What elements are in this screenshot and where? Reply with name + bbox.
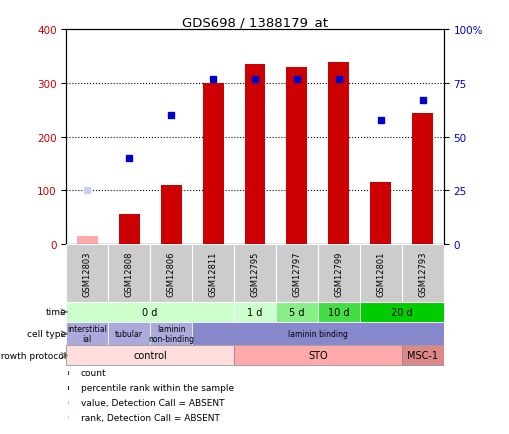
Bar <box>401 345 443 365</box>
Bar <box>66 244 108 302</box>
Text: GSM12801: GSM12801 <box>376 250 384 296</box>
Text: GSM12808: GSM12808 <box>125 250 133 296</box>
Text: control: control <box>133 351 167 361</box>
Bar <box>192 244 234 302</box>
Bar <box>275 244 317 302</box>
Bar <box>275 302 317 322</box>
Text: growth protocol: growth protocol <box>0 351 66 360</box>
Title: GDS698 / 1388179_at: GDS698 / 1388179_at <box>182 16 327 29</box>
Text: time: time <box>46 308 66 317</box>
Bar <box>359 244 401 302</box>
Text: cell type: cell type <box>27 329 66 339</box>
Text: laminin
non-binding: laminin non-binding <box>148 324 194 344</box>
Bar <box>68 386 69 390</box>
Text: GSM12811: GSM12811 <box>208 250 217 296</box>
Text: tubular: tubular <box>115 329 143 339</box>
Bar <box>411 113 432 244</box>
Bar <box>359 302 443 322</box>
Text: GSM12793: GSM12793 <box>417 250 427 296</box>
Text: GSM12797: GSM12797 <box>292 250 301 296</box>
Text: 1 d: 1 d <box>247 307 262 317</box>
Bar <box>150 244 192 302</box>
Bar <box>119 215 139 244</box>
Text: GSM12799: GSM12799 <box>334 250 343 296</box>
Bar <box>68 416 69 420</box>
Text: laminin binding: laminin binding <box>288 329 347 339</box>
Bar <box>150 322 192 345</box>
Bar <box>66 322 108 345</box>
Text: 10 d: 10 d <box>327 307 349 317</box>
Text: 5 d: 5 d <box>289 307 304 317</box>
Bar <box>77 236 98 244</box>
Text: GSM12795: GSM12795 <box>250 250 259 296</box>
Text: STO: STO <box>307 351 327 361</box>
Bar <box>68 401 69 404</box>
Text: GSM12806: GSM12806 <box>166 250 175 296</box>
Bar <box>66 302 234 322</box>
Text: value, Detection Call = ABSENT: value, Detection Call = ABSENT <box>81 398 224 408</box>
Bar <box>328 62 349 244</box>
Bar <box>202 84 223 244</box>
Text: GSM12803: GSM12803 <box>82 250 92 296</box>
Bar <box>66 345 234 365</box>
Text: 0 d: 0 d <box>142 307 158 317</box>
Bar <box>244 65 265 244</box>
Bar <box>234 244 275 302</box>
Bar <box>317 302 359 322</box>
Bar <box>192 322 443 345</box>
Text: MSC-1: MSC-1 <box>406 351 437 361</box>
Text: rank, Detection Call = ABSENT: rank, Detection Call = ABSENT <box>81 413 219 422</box>
Bar <box>317 244 359 302</box>
Bar <box>108 244 150 302</box>
Bar <box>68 372 69 375</box>
Text: count: count <box>81 368 106 378</box>
Bar <box>401 244 443 302</box>
Bar <box>160 185 181 244</box>
Bar <box>234 302 275 322</box>
Text: interstitial
ial: interstitial ial <box>67 324 107 344</box>
Text: percentile rank within the sample: percentile rank within the sample <box>81 384 234 392</box>
Text: 20 d: 20 d <box>390 307 412 317</box>
Bar <box>286 68 307 244</box>
Bar <box>370 183 390 244</box>
Bar <box>108 322 150 345</box>
Bar <box>234 345 401 365</box>
